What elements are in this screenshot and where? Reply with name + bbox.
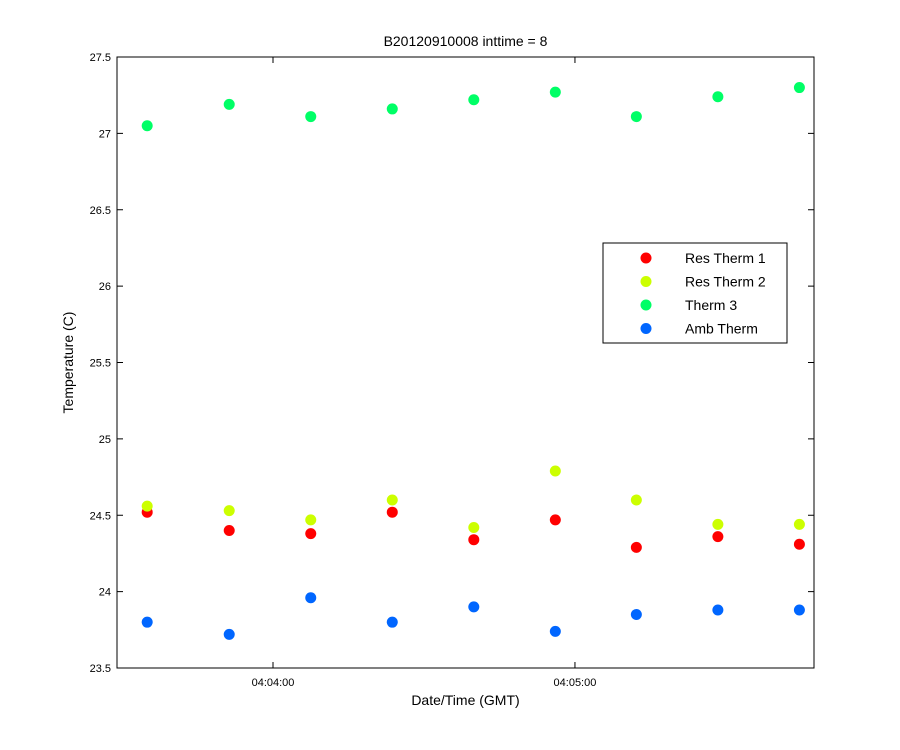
data-point-res-therm-2: [712, 518, 724, 530]
data-point-res-therm-2: [386, 494, 398, 506]
data-point-res-therm-2: [549, 465, 561, 477]
data-point-amb-therm: [468, 601, 480, 613]
data-point-therm-3: [712, 91, 724, 103]
points-layer: [141, 82, 805, 640]
legend-label-therm-3: Therm 3: [685, 297, 737, 313]
data-point-therm-3: [468, 94, 480, 106]
data-point-res-therm-2: [793, 518, 805, 530]
chart-title: B20120910008 inttime = 8: [384, 33, 548, 49]
data-point-amb-therm: [549, 625, 561, 637]
data-point-amb-therm: [630, 609, 642, 621]
data-point-res-therm-1: [712, 531, 724, 543]
data-point-therm-3: [386, 103, 398, 115]
data-point-res-therm-2: [141, 500, 153, 512]
legend-label-amb-therm: Amb Therm: [685, 321, 758, 337]
x-axis-label: Date/Time (GMT): [411, 692, 519, 708]
data-point-therm-3: [549, 86, 561, 98]
legend-entries: Res Therm 1 Res Therm 2 Therm 3 Amb Therm: [640, 250, 766, 337]
axes-layer: [116, 56, 815, 669]
data-point-amb-therm: [305, 592, 317, 604]
plot-area-frame: [116, 56, 815, 669]
y-tick-label: 26.5: [90, 205, 111, 217]
data-point-amb-therm: [386, 616, 398, 628]
y-tick-label: 24.5: [90, 510, 111, 522]
data-point-therm-3: [141, 120, 153, 132]
y-tick-label: 27.5: [90, 52, 111, 64]
data-point-therm-3: [630, 111, 642, 123]
data-point-res-therm-2: [223, 505, 235, 517]
data-point-therm-3: [305, 111, 317, 123]
legend-marker-res-therm-1: [640, 252, 652, 264]
y-tick-label: 26: [99, 281, 111, 293]
legend-marker-res-therm-2: [640, 276, 652, 287]
data-point-res-therm-1: [223, 525, 235, 537]
x-tick-label: 04:05:00: [554, 677, 597, 689]
legend: Res Therm 1 Res Therm 2 Therm 3 Amb Therm: [602, 242, 788, 344]
data-point-res-therm-2: [305, 514, 317, 526]
data-point-amb-therm: [223, 628, 235, 640]
data-point-res-therm-1: [468, 534, 480, 546]
data-point-res-therm-1: [305, 528, 317, 540]
y-tick-label: 25.5: [90, 358, 111, 370]
y-axis-label: Temperature (C): [60, 312, 76, 414]
data-point-amb-therm: [712, 604, 724, 616]
data-point-therm-3: [223, 98, 235, 110]
data-point-amb-therm: [141, 616, 153, 628]
data-point-res-therm-1: [793, 538, 805, 550]
data-point-res-therm-2: [468, 521, 480, 533]
legend-label-res-therm-1: Res Therm 1: [685, 250, 766, 266]
data-point-res-therm-1: [549, 514, 561, 526]
data-point-res-therm-1: [630, 541, 642, 553]
y-tick-label: 23.5: [90, 663, 111, 675]
legend-marker-therm-3: [640, 299, 652, 311]
data-point-res-therm-1: [386, 506, 398, 518]
legend-box: [602, 242, 788, 344]
y-tick-label: 25: [99, 434, 111, 446]
ticks-layer: 23.5 24 24.5 25 25.5 26 26.5 27 27.5 04:04:00 04:0…: [90, 52, 814, 689]
y-tick-label: 27: [99, 128, 111, 140]
legend-label-res-therm-2: Res Therm 2: [685, 274, 766, 290]
x-tick-label: 04:04:00: [252, 677, 295, 689]
data-point-amb-therm: [793, 604, 805, 616]
y-tick-label: 24: [99, 587, 111, 599]
data-point-res-therm-2: [630, 494, 642, 506]
legend-marker-amb-therm: [640, 323, 652, 334]
data-point-therm-3: [793, 82, 805, 94]
